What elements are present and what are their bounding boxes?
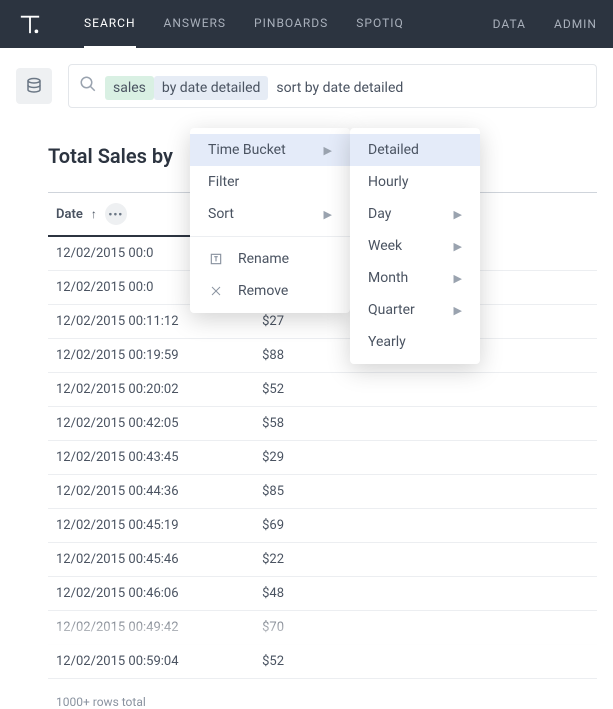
cell-date: 12/02/2015 00:20:02 <box>48 373 218 407</box>
cell-value: $88 <box>218 339 308 373</box>
menu-item-filter[interactable]: Filter <box>190 166 350 198</box>
nav-tab-answers[interactable]: ANSWERS <box>164 0 227 48</box>
submenu-item-hourly[interactable]: Hourly <box>350 166 480 198</box>
cell-value: $29 <box>218 441 308 475</box>
search-tokens: salesby date detailedsort by date detail… <box>105 77 411 96</box>
submenu-item-quarter[interactable]: Quarter▶ <box>350 294 480 326</box>
search-input[interactable]: salesby date detailedsort by date detail… <box>68 64 597 108</box>
menu-separator <box>190 236 350 237</box>
submenu-item-detailed[interactable]: Detailed <box>350 134 480 166</box>
search-icon <box>79 75 97 97</box>
rows-total-label: 1000+ rows total <box>48 679 597 709</box>
chevron-right-icon: ▶ <box>454 208 462 221</box>
close-icon <box>208 285 224 297</box>
submenu-item-week[interactable]: Week▶ <box>350 230 480 262</box>
cell-value: $85 <box>218 475 308 509</box>
search-token[interactable]: sort by date detailed <box>268 76 411 100</box>
rename-icon <box>208 252 224 266</box>
column-context-menu: Time Bucket▶FilterSort▶ RenameRemove <box>190 128 350 313</box>
nav-tab-pinboards[interactable]: PINBOARDS <box>254 0 328 48</box>
cell-value: $69 <box>218 509 308 543</box>
menu-item-sort[interactable]: Sort▶ <box>190 198 350 230</box>
cell-date: 12/02/2015 00:45:46 <box>48 543 218 577</box>
datasource-button[interactable] <box>16 68 52 104</box>
table-row[interactable]: 12/02/2015 00:45:19$69 <box>48 509 597 543</box>
cell-date: 12/02/2015 00:46:06 <box>48 577 218 611</box>
time-bucket-submenu: DetailedHourlyDay▶Week▶Month▶Quarter▶Yea… <box>350 128 480 364</box>
database-icon <box>25 77 43 95</box>
table-row[interactable]: 12/02/2015 00:42:05$58 <box>48 407 597 441</box>
search-token[interactable]: sales <box>105 76 154 100</box>
menu-item-time-bucket[interactable]: Time Bucket▶ <box>190 134 350 166</box>
cell-date: 12/02/2015 00:43:45 <box>48 441 218 475</box>
table-row[interactable]: 12/02/2015 00:43:45$29 <box>48 441 597 475</box>
submenu-item-month[interactable]: Month▶ <box>350 262 480 294</box>
menu-item-rename[interactable]: Rename <box>190 243 350 275</box>
search-bar-row: salesby date detailedsort by date detail… <box>0 48 613 124</box>
nav-items: SEARCH ANSWERS PINBOARDS SPOTIQ <box>84 0 493 48</box>
table-row[interactable]: 12/02/2015 00:49:42$70 <box>48 611 597 645</box>
cell-date: 12/02/2015 00:49:42 <box>48 611 218 645</box>
table-row[interactable]: 12/02/2015 00:45:46$22 <box>48 543 597 577</box>
cell-date: 12/02/2015 00:44:36 <box>48 475 218 509</box>
sort-asc-icon: ↑ <box>91 207 97 221</box>
submenu-item-day[interactable]: Day▶ <box>350 198 480 230</box>
top-nav: SEARCH ANSWERS PINBOARDS SPOTIQ DATA ADMIN <box>0 0 613 48</box>
chevron-right-icon: ▶ <box>324 208 332 221</box>
cell-date: 12/02/2015 00:59:04 <box>48 645 218 679</box>
chevron-right-icon: ▶ <box>324 144 332 157</box>
menu-item-remove[interactable]: Remove <box>190 275 350 307</box>
logo <box>16 10 44 38</box>
column-header-label: Date <box>56 207 83 222</box>
nav-items-right: DATA ADMIN <box>493 1 597 47</box>
nav-tab-spotiq[interactable]: SPOTIQ <box>356 0 403 48</box>
cell-value: $48 <box>218 577 308 611</box>
cell-value: $22 <box>218 543 308 577</box>
table-row[interactable]: 12/02/2015 00:59:04$52 <box>48 645 597 679</box>
nav-tab-data[interactable]: DATA <box>493 1 526 47</box>
chevron-right-icon: ▶ <box>454 240 462 253</box>
submenu-item-yearly[interactable]: Yearly <box>350 326 480 358</box>
cell-value: $52 <box>218 645 308 679</box>
column-options-button[interactable]: ••• <box>105 203 127 225</box>
cell-date: 12/02/2015 00:45:19 <box>48 509 218 543</box>
cell-date: 12/02/2015 00:42:05 <box>48 407 218 441</box>
table-row[interactable]: 12/02/2015 00:46:06$48 <box>48 577 597 611</box>
cell-value: $52 <box>218 373 308 407</box>
nav-tab-admin[interactable]: ADMIN <box>554 1 597 47</box>
search-token[interactable]: by date detailed <box>154 76 269 100</box>
cell-date: 12/02/2015 00:19:59 <box>48 339 218 373</box>
table-row[interactable]: 12/02/2015 00:19:59$88 <box>48 339 597 373</box>
chevron-right-icon: ▶ <box>454 272 462 285</box>
table-row[interactable]: 12/02/2015 00:44:36$85 <box>48 475 597 509</box>
chevron-right-icon: ▶ <box>454 304 462 317</box>
table-row[interactable]: 12/02/2015 00:20:02$52 <box>48 373 597 407</box>
nav-tab-search[interactable]: SEARCH <box>84 0 136 49</box>
cell-value: $70 <box>218 611 308 645</box>
cell-value: $58 <box>218 407 308 441</box>
